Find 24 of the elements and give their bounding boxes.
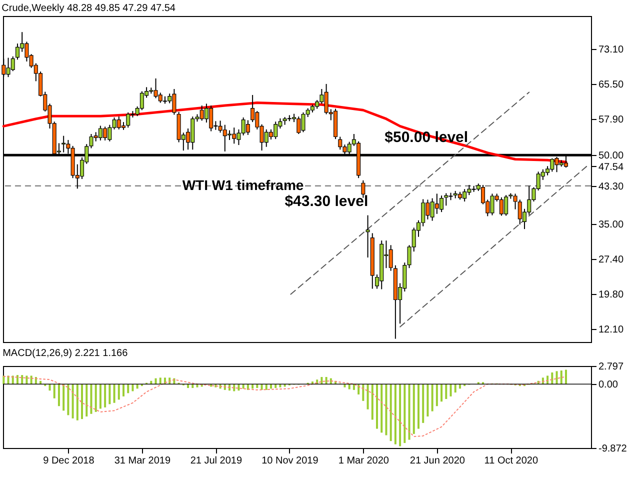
y-tick-label: 43.30 bbox=[598, 181, 624, 192]
x-tick-label: 9 Dec 2018 bbox=[43, 456, 95, 466]
y-tick-label: -9.872 bbox=[598, 444, 628, 454]
ref-line-label: $43.30 level bbox=[284, 192, 368, 210]
x-tick-label: 1 Mar 2020 bbox=[338, 456, 390, 466]
x-tick-label: 21 Jul 2019 bbox=[190, 456, 242, 466]
y-tick-label: 57.90 bbox=[598, 114, 624, 126]
y-tick-label: 19.80 bbox=[598, 289, 624, 300]
chart-title: Crude,Weekly 48.28 49.85 47.29 47.54 bbox=[2, 3, 176, 14]
y-tick-label: 50.00 bbox=[598, 150, 624, 162]
y-tick-label: 35.00 bbox=[598, 219, 624, 230]
y-tick-label: 27.40 bbox=[598, 254, 624, 266]
x-tick-label: 31 Mar 2019 bbox=[114, 456, 171, 466]
y-tick-label: 65.50 bbox=[598, 79, 624, 90]
y-tick-label: 47.54 bbox=[598, 162, 624, 173]
y-tick-label: 73.10 bbox=[598, 44, 624, 56]
y-tick-label: 0.00 bbox=[598, 380, 618, 391]
y-tick-label: 12.10 bbox=[598, 324, 624, 336]
x-tick-label: 10 Nov 2019 bbox=[262, 456, 319, 466]
chart-title: MACD(12,26,9) 2.221 1.166 bbox=[2, 348, 128, 359]
x-tick-label: 21 Jun 2020 bbox=[410, 456, 466, 466]
y-tick-label: 2.797 bbox=[598, 362, 624, 372]
x-tick-label: 11 Oct 2020 bbox=[484, 456, 538, 466]
annotation: WTI W1 timeframe bbox=[182, 177, 304, 193]
